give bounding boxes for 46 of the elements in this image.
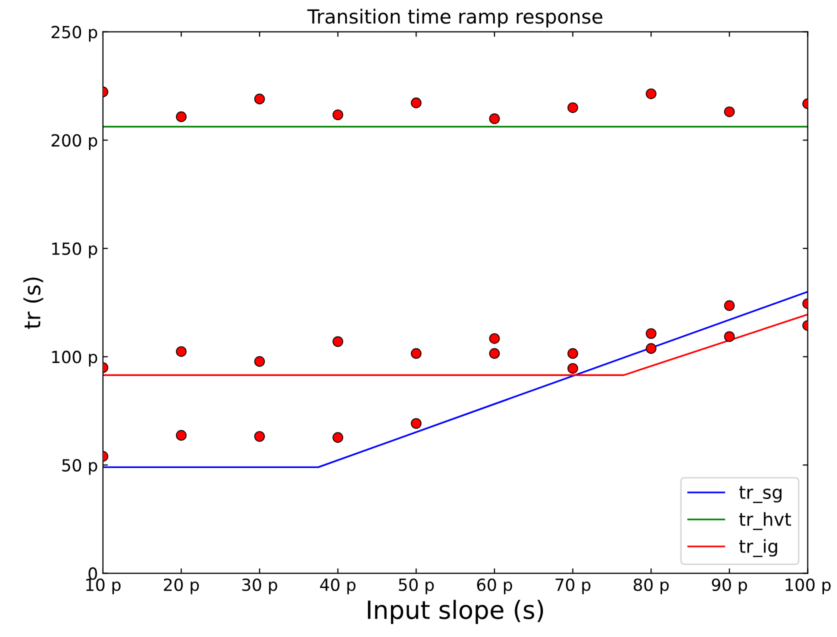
y-tick-label: 200 p: [52, 134, 98, 150]
point: [567, 363, 578, 374]
x-tick-label: 30 p: [242, 578, 278, 594]
point: [332, 432, 344, 443]
x-tick-label: 100 p: [786, 578, 831, 594]
legend-label: tr_sg: [739, 486, 782, 504]
point: [489, 333, 500, 344]
y-tick-label: 250 p: [52, 26, 98, 42]
point: [567, 348, 578, 359]
point: [254, 431, 265, 442]
point: [332, 109, 344, 120]
y-tick-label: 0: [88, 567, 97, 580]
point: [254, 356, 265, 367]
x-tick-label: 80 p: [634, 578, 669, 594]
x-tick-label: 40 p: [320, 578, 356, 594]
x-tick-label: 50 p: [398, 578, 434, 594]
x-tick-label: 60 p: [477, 578, 512, 594]
point: [646, 88, 656, 100]
point: [332, 336, 344, 347]
y-tick-label: 150 p: [52, 242, 98, 258]
x-axis-title: Input slope (s): [368, 600, 544, 624]
point: [410, 348, 422, 359]
y-tick-label: 50 p: [62, 458, 98, 475]
x-tick-label: 90 p: [712, 578, 748, 594]
point: [489, 348, 500, 359]
point: [176, 430, 187, 441]
point: [646, 328, 656, 339]
legend-label: tr_ig: [739, 539, 778, 558]
y-axis-title: tr (s): [23, 278, 44, 329]
x-tick-label: 20 p: [164, 578, 199, 594]
point: [176, 346, 187, 357]
point: [646, 343, 656, 354]
x-tick-label: 10 p: [86, 578, 121, 594]
point: [254, 94, 265, 104]
point: [489, 113, 500, 124]
point: [567, 102, 578, 113]
chart-title: Transition time ramp response: [307, 8, 602, 28]
point: [410, 98, 422, 108]
x-tick-label: 70 p: [556, 578, 590, 594]
point: [724, 331, 735, 342]
point: [176, 111, 187, 122]
y-tick-label: 100 p: [52, 350, 98, 367]
point: [724, 300, 735, 311]
point: [724, 106, 735, 118]
legend-label: tr_hvt: [739, 512, 792, 530]
point: [410, 418, 422, 429]
